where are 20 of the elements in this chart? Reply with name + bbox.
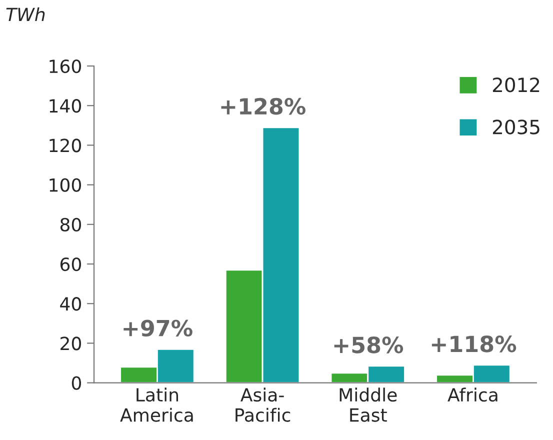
y-tick-label: 160 [50,59,82,74]
annotation: +58% [334,336,404,354]
x-tick-label: Middle East [340,388,397,422]
y-tick-label: 100 [50,178,82,192]
annotation: +128% [221,98,306,115]
y-tick-label: 140 [50,99,82,113]
y-tick-label: 80 [60,218,82,232]
y-tick-label: 40 [60,297,82,311]
annotation: +118% [432,336,516,352]
annotation: +97% [124,320,192,336]
y-tick-label: 120 [50,138,82,152]
y-tick-label: 0 [72,376,82,390]
y-tick-label: 60 [60,257,82,272]
legend-label: 2035 [492,120,540,134]
y-axis-title: TWh [6,7,45,22]
x-tick-label: Asia- Pacific [236,388,290,422]
legend-label: 2012 [492,78,540,92]
x-tick-label: Africa [448,388,498,402]
y-tick-label: 20 [60,336,82,350]
x-tick-label: Latin America [120,388,193,422]
